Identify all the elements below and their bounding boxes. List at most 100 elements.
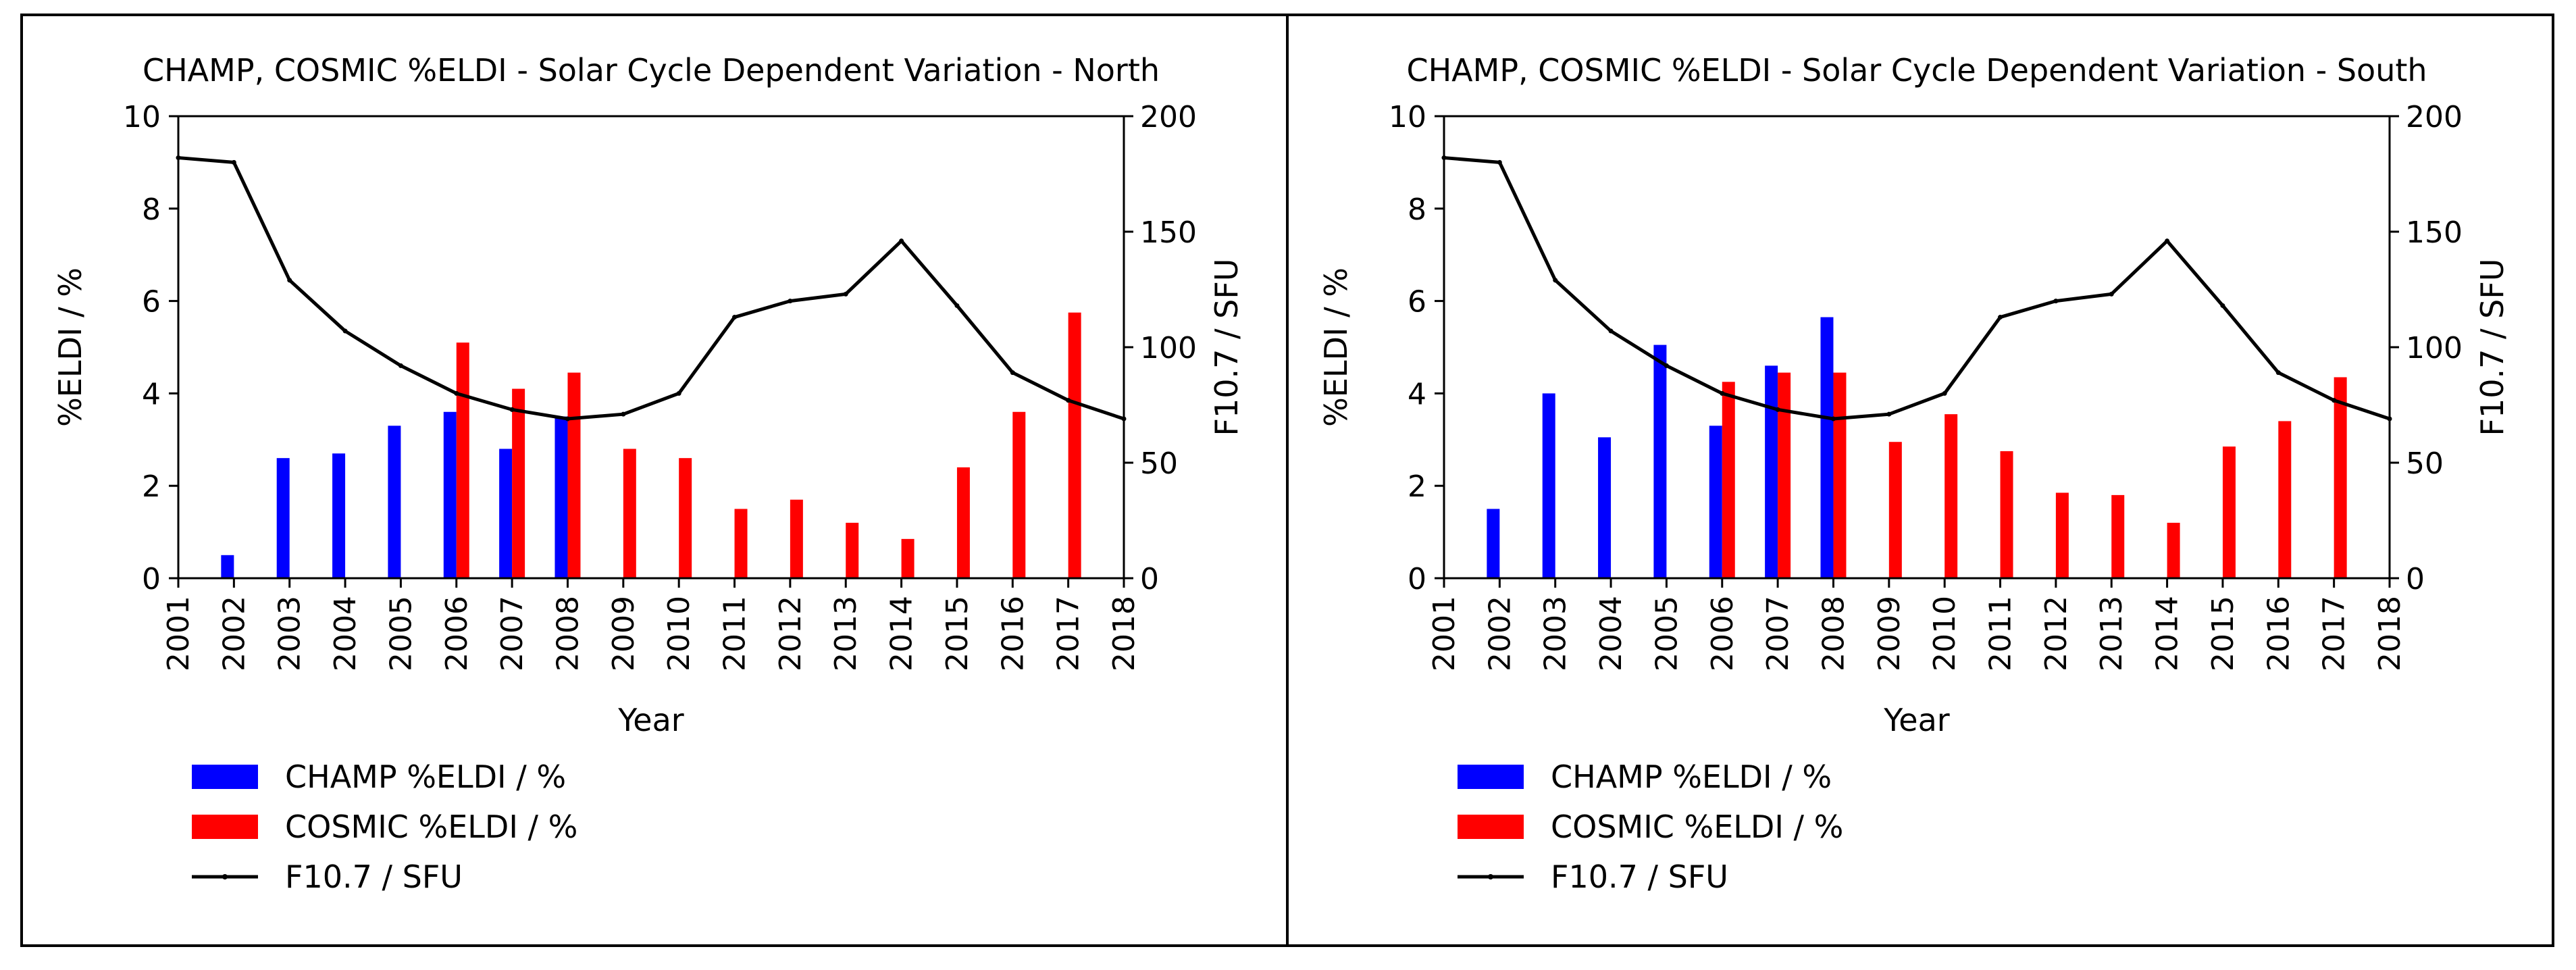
x-tick-label: 2008 (1816, 596, 1851, 671)
champ-bar-2002 (221, 555, 234, 578)
cosmic-bar-2013 (846, 522, 859, 578)
x-tick-label: 2011 (1984, 596, 2018, 671)
champ-bar-2004 (332, 453, 346, 578)
cosmic-bar-2013 (2111, 494, 2125, 578)
y-tick-label: 8 (142, 193, 161, 227)
plot-frame (177, 115, 1125, 580)
x-tick-label: 2013 (2094, 596, 2129, 671)
f107-point-2007 (1775, 407, 1780, 412)
f107-point-2009 (1886, 411, 1892, 417)
f107-point-2006 (454, 390, 459, 396)
chart-title: CHAMP, COSMIC %ELDI - Solar Cycle Depend… (1406, 52, 2427, 88)
champ-bar-2002 (1487, 509, 1500, 578)
champ-bar-2005 (388, 426, 401, 578)
f107-line (178, 156, 1125, 421)
f107-point-2017 (1066, 398, 1071, 403)
x-tick-label: 2006 (1705, 596, 1740, 671)
legend-marker-f107 (222, 874, 228, 879)
x-tick-label: 2004 (328, 596, 363, 671)
x-tick-label: 2007 (1761, 596, 1795, 671)
legend-label: F10.7 / SFU (285, 859, 463, 895)
y-tick-label: 4 (1408, 377, 1426, 411)
f107-point-2004 (1608, 328, 1614, 334)
cosmic-bar-2006 (456, 342, 469, 578)
f107-point-2016 (1010, 370, 1015, 376)
chart-title: CHAMP, COSMIC %ELDI - Solar Cycle Depend… (143, 52, 1160, 88)
y2-tick-label: 150 (1140, 215, 1197, 250)
cosmic-bar-2008 (1833, 372, 1847, 578)
y2-axis-label: F10.7 / SFU (1208, 259, 1245, 436)
x-tick-label: 2006 (440, 596, 474, 671)
x-tick-label: 2018 (1107, 596, 1141, 671)
champ-bar-2006 (1709, 426, 1722, 578)
cosmic-bar-2009 (623, 449, 636, 578)
y2-axis-label: F10.7 / SFU (2474, 259, 2510, 436)
x-tick-label: 2002 (1483, 596, 1517, 671)
cosmic-bar-2007 (512, 388, 525, 578)
champ-bar-2004 (1598, 437, 1612, 578)
cosmic-bar-2012 (2055, 492, 2069, 578)
f107-point-2005 (398, 363, 403, 368)
x-tick-label: 2015 (940, 596, 975, 671)
plot-frame (1443, 115, 2391, 580)
cosmic-bar-2016 (2278, 421, 2292, 578)
f107-point-2014 (2165, 238, 2170, 244)
y2-tick-label: 200 (2406, 100, 2463, 134)
x-tick-label: 2013 (829, 596, 863, 671)
champ-bar-2006 (443, 411, 457, 578)
x-tick-label: 2010 (1928, 596, 1962, 671)
y-axis-label: %ELDI / % (52, 267, 88, 427)
cosmic-bar-2011 (734, 509, 748, 578)
y-tick-label: 6 (142, 285, 161, 320)
legend-label: COSMIC %ELDI / % (1551, 809, 1843, 845)
legend-marker-f107 (1488, 874, 1493, 879)
x-tick-label: 2012 (773, 596, 808, 671)
champ-bar-2007 (499, 449, 513, 578)
f107-point-2005 (1664, 363, 1669, 368)
f107-point-2013 (843, 291, 848, 297)
x-tick-label: 2009 (1872, 596, 1907, 671)
cosmic-bar-2007 (1778, 372, 1791, 578)
x-tick-label: 2002 (217, 596, 251, 671)
x-tick-label: 2005 (1649, 596, 1684, 671)
x-tick-label: 2009 (607, 596, 641, 671)
x-tick-label: 2012 (2039, 596, 2073, 671)
cosmic-bar-2008 (567, 372, 581, 578)
y2-tick-label: 0 (1140, 562, 1159, 596)
y2-tick-label: 0 (2406, 562, 2425, 596)
cosmic-bar-2015 (956, 467, 970, 578)
f107-point-2004 (342, 328, 348, 334)
x-tick-label: 2003 (1539, 596, 1573, 671)
f107-point-2002 (231, 159, 236, 165)
champ-bar-2008 (555, 416, 568, 578)
cosmic-bar-2014 (901, 538, 915, 578)
cosmic-bar-2016 (1012, 411, 1026, 578)
x-tick-label: 2014 (2150, 596, 2185, 671)
y-tick-label: 8 (1408, 193, 1426, 227)
cosmic-bar-2015 (2222, 446, 2236, 578)
cosmic-bar-2009 (1888, 442, 1902, 578)
f107-point-2010 (1942, 390, 1947, 396)
cosmic-bar-2010 (679, 458, 692, 578)
x-tick-label: 2008 (550, 596, 585, 671)
y2-tick-label: 100 (1140, 331, 1197, 365)
legend-label: CHAMP %ELDI / % (1551, 759, 1832, 795)
f107-point-2003 (1553, 278, 1558, 283)
cosmic-bar-2006 (1722, 382, 1735, 578)
x-tick-label: 2017 (2317, 596, 2352, 671)
y2-tick-label: 150 (2406, 215, 2463, 250)
x-tick-label: 2001 (161, 596, 196, 671)
champ-bar-2003 (276, 458, 290, 578)
x-axis-label: Year (617, 702, 684, 738)
x-tick-label: 2010 (662, 596, 696, 671)
f107-point-2003 (287, 278, 292, 283)
champ-bar-2003 (1542, 393, 1555, 578)
f107-point-2012 (2053, 299, 2059, 304)
f107-point-2011 (1998, 315, 2003, 320)
y-tick-label: 4 (142, 377, 161, 411)
cosmic-bar-2017 (2334, 377, 2347, 578)
legend-swatch-cosmic (1458, 815, 1524, 839)
x-tick-label: 2007 (495, 596, 530, 671)
f107-point-2007 (509, 407, 515, 412)
f107-point-2008 (1830, 416, 1836, 422)
